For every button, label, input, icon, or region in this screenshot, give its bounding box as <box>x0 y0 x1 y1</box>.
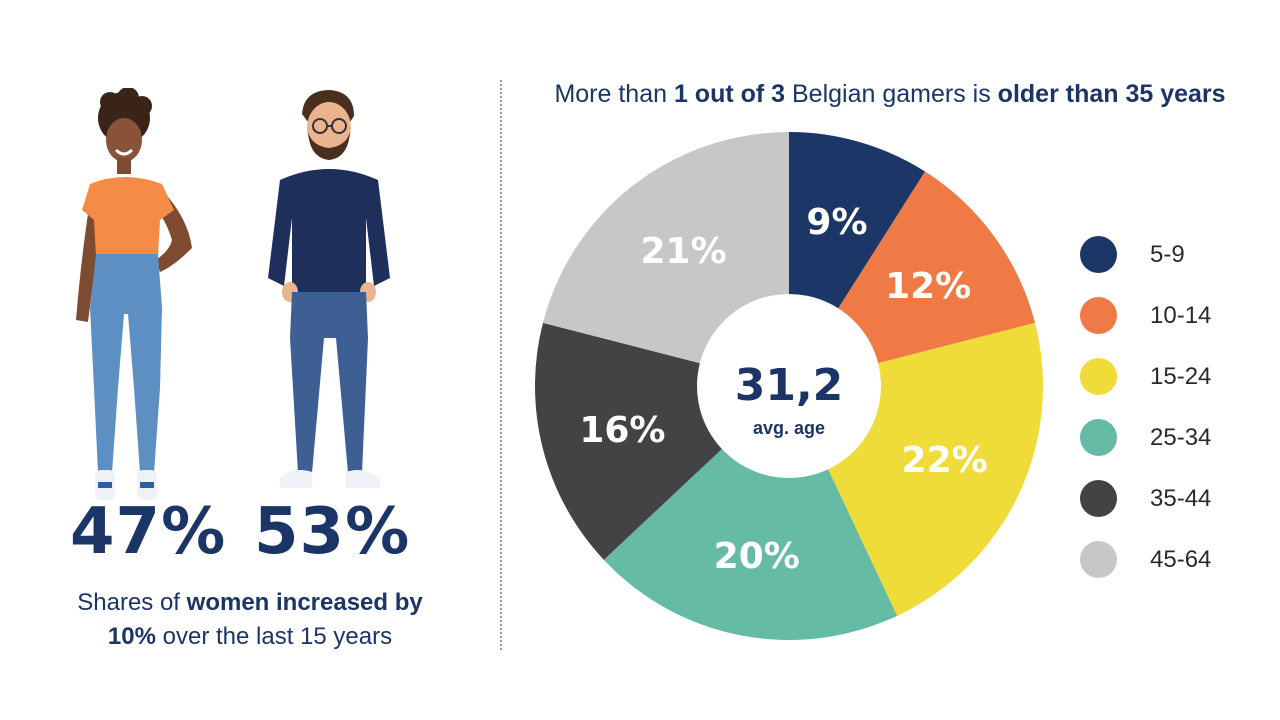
age-pie-chart: 9% 12% 22% 20% 16% 21% 31,2 avg. age <box>535 132 1043 640</box>
legend-item-10-14: 10-14 <box>1080 285 1211 346</box>
legend-label: 5-9 <box>1150 240 1185 268</box>
caption-text-2: over the last 15 years <box>155 623 393 650</box>
title-text-1: More than <box>554 80 674 108</box>
legend-item-35-44: 35-44 <box>1080 468 1211 529</box>
title-bold-2: older than 35 years <box>997 80 1226 108</box>
slice-label-25-34: 20% <box>714 536 800 577</box>
legend-swatch <box>1080 541 1117 578</box>
slice-label-10-14: 12% <box>885 266 971 307</box>
legend-label: 45-64 <box>1150 545 1212 573</box>
caption-bold-2: 10% <box>107 623 156 650</box>
man-illustration <box>268 90 390 488</box>
section-divider <box>500 80 502 650</box>
women-percentage: 47% <box>70 495 227 569</box>
men-percentage: 53% <box>254 495 411 569</box>
legend-label: 25-34 <box>1150 423 1212 451</box>
legend-swatch <box>1080 297 1117 334</box>
legend-swatch <box>1080 236 1117 273</box>
legend-label: 15-24 <box>1150 362 1212 390</box>
legend-item-15-24: 15-24 <box>1080 346 1211 407</box>
caption-text-1: Shares of <box>77 589 187 616</box>
legend-label: 35-44 <box>1150 484 1212 512</box>
caption-bold-1: women increased by <box>186 589 423 616</box>
slice-label-15-24: 22% <box>902 440 988 481</box>
legend-item-5-9: 5-9 <box>1080 224 1211 285</box>
gender-caption: Shares of women increased by 10% over th… <box>40 586 460 654</box>
slice-label-35-44: 16% <box>579 410 665 451</box>
gender-panel: 47% 53% Shares of women increased by 10%… <box>0 0 500 720</box>
legend-label: 10-14 <box>1150 301 1212 329</box>
pie-slice-25-34 <box>603 386 898 640</box>
legend-swatch <box>1080 358 1117 395</box>
chart-legend: 5-9 10-14 15-24 25-34 35-44 45-64 <box>1080 224 1211 590</box>
title-text-2: Belgian gamers is <box>785 80 998 108</box>
title-bold-1: 1 out of 3 <box>673 80 786 108</box>
average-age-value: 31,2 <box>735 360 844 411</box>
legend-swatch <box>1080 480 1117 517</box>
average-age-label: avg. age <box>753 418 825 438</box>
legend-swatch <box>1080 419 1117 456</box>
legend-item-25-34: 25-34 <box>1080 407 1211 468</box>
slice-label-45-64: 21% <box>640 231 726 272</box>
pie-center-hole <box>697 294 881 478</box>
chart-title: More than 1 out of 3 Belgian gamers is o… <box>520 80 1260 109</box>
slice-label-5-9: 9% <box>806 202 867 243</box>
legend-item-45-64: 45-64 <box>1080 529 1211 590</box>
woman-illustration <box>76 88 192 500</box>
